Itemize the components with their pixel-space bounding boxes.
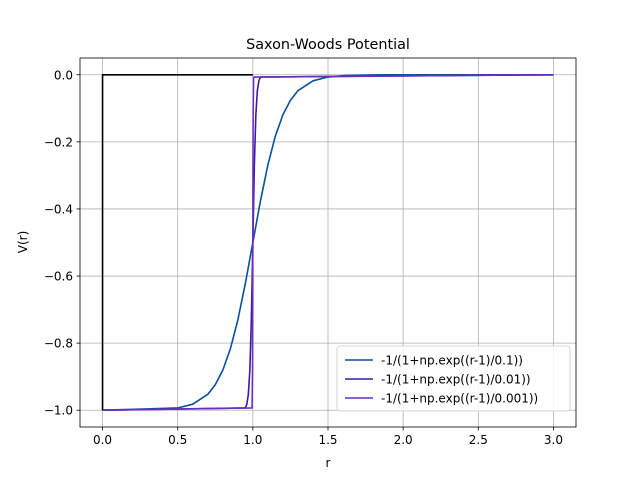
plot-lines [101,73,554,412]
x-tick-label: 0.0 [93,433,112,447]
x-tick-label: 0.5 [168,433,187,447]
y-axis-label: V(r) [16,231,30,254]
series-line-4 [101,73,253,411]
y-tick-label: −0.4 [44,202,73,216]
x-axis-ticks: 0.0 0.5 1.0 1.5 2.0 2.5 3.0 [93,427,563,447]
series-line-3 [102,73,554,412]
chart-title: Saxon-Woods Potential [246,37,410,53]
legend-label: -1/(1+np.exp((r-1)/0.1)) [381,354,523,368]
legend-box [336,345,571,412]
y-axis-ticks: 0.0 −0.2 −0.4 −0.6 −0.8 −1.0 [44,68,80,418]
legend-label: -1/(1+np.exp((r-1)/0.001)) [381,392,538,406]
x-tick-label: 1.5 [318,433,337,447]
y-tick-label: −1.0 [44,404,73,418]
legend: -1/(1+np.exp((r-1)/0.1)) -1/(1+np.exp((r-… [336,345,571,412]
x-tick-label: 1.0 [243,433,262,447]
y-tick-label: −0.8 [44,337,73,351]
y-tick-label: 0.0 [54,68,73,82]
x-tick-label: 2.0 [394,433,413,447]
y-tick-label: −0.6 [44,270,73,284]
legend-label: -1/(1+np.exp((r-1)/0.01)) [381,373,531,387]
x-tick-label: 3.0 [544,433,563,447]
x-axis-label: r [326,456,331,470]
x-tick-label: 2.5 [469,433,488,447]
y-tick-label: −0.2 [44,135,73,149]
